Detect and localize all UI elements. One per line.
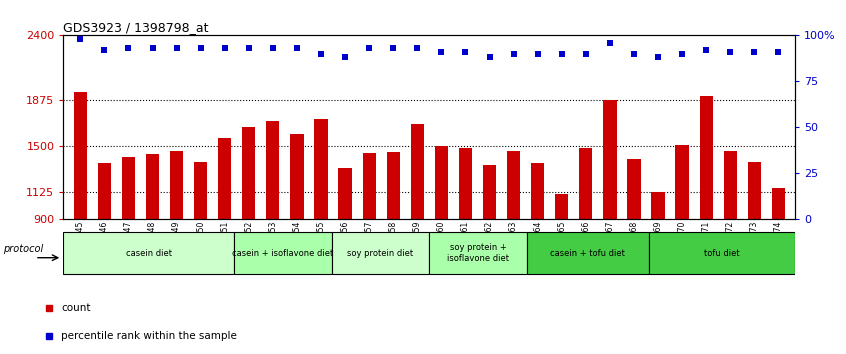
Bar [531,163,544,219]
Text: casein + isoflavone diet: casein + isoflavone diet [233,249,333,258]
Bar [363,153,376,219]
Text: soy protein +
isoflavone diet: soy protein + isoflavone diet [448,244,509,263]
Bar [234,233,332,274]
Bar [772,188,785,219]
Text: casein + tofu diet: casein + tofu diet [551,249,625,258]
Bar [74,92,87,219]
Bar [338,168,352,219]
Text: soy protein diet: soy protein diet [348,249,414,258]
Text: casein diet: casein diet [126,249,172,258]
Bar [603,101,617,219]
Bar [218,138,231,219]
Bar [63,233,234,274]
Bar [122,157,135,219]
Bar [628,159,640,219]
Text: tofu diet: tofu diet [704,249,740,258]
Bar [649,233,795,274]
Bar [748,162,761,219]
Bar [527,233,649,274]
Text: GDS3923 / 1398798_at: GDS3923 / 1398798_at [63,21,209,34]
Bar [194,162,207,219]
Bar [700,96,713,219]
Text: count: count [62,303,91,313]
Bar [170,151,184,219]
Bar [242,127,255,219]
Bar [675,145,689,219]
Text: percentile rank within the sample: percentile rank within the sample [62,331,237,341]
Bar [723,151,737,219]
Bar [315,119,327,219]
Text: protocol: protocol [3,244,43,253]
Bar [507,151,520,219]
Bar [332,233,429,274]
Bar [429,233,527,274]
Bar [435,146,448,219]
Bar [146,154,159,219]
Bar [387,152,400,219]
Bar [459,148,472,219]
Bar [290,133,304,219]
Bar [266,121,279,219]
Bar [651,193,665,219]
Bar [483,165,496,219]
Bar [555,194,569,219]
Bar [580,148,592,219]
Bar [98,163,111,219]
Bar [410,124,424,219]
